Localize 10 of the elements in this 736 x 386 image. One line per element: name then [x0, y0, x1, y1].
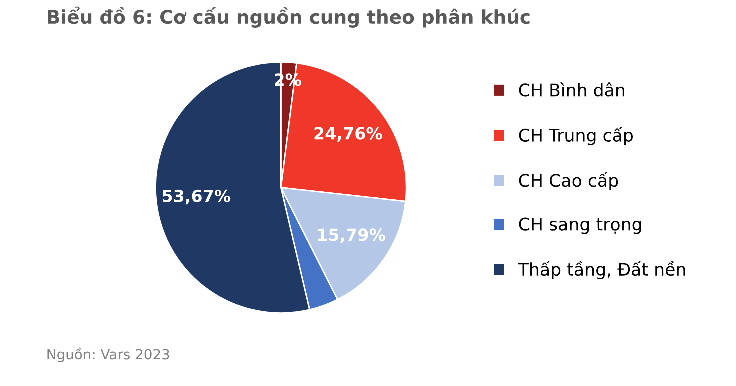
legend-label: CH sang trọng [519, 218, 642, 234]
text: Nguồn: Vars 2023 [48, 348, 170, 362]
legend-label: CH Trung cấp [519, 127, 634, 146]
chart-title: Biểu đồ 6: Cơ cấu nguồn cung theo phân khúc [48, 6, 530, 28]
legend-label: Thấp tầng, Đất nền [518, 261, 686, 280]
data-label: 24,76% [314, 127, 382, 142]
legend-label: CH Cao cấp [519, 172, 618, 191]
legend-label: CH Bình dân [519, 82, 624, 97]
data-label: 15,79% [318, 228, 386, 244]
data-label: 53,67% [162, 190, 231, 205]
